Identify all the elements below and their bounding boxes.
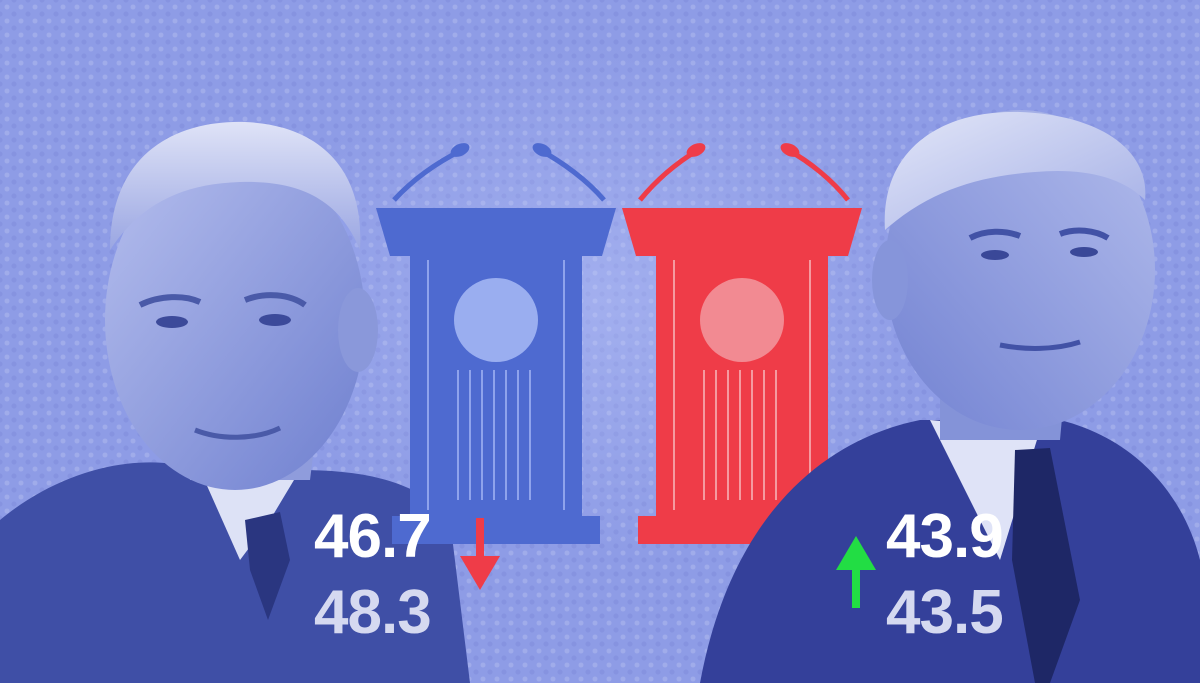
right-current-value: 43.9 — [886, 502, 1004, 571]
right-candidate-portrait — [700, 110, 1200, 683]
blue-podium-icon — [376, 143, 616, 544]
down-arrow-icon — [460, 518, 500, 590]
left-previous-value: 48.3 — [314, 578, 432, 647]
up-arrow-icon — [836, 536, 876, 608]
left-current-value: 46.7 — [314, 502, 432, 571]
right-previous-value: 43.5 — [886, 578, 1004, 647]
left-candidate-portrait — [0, 121, 470, 683]
